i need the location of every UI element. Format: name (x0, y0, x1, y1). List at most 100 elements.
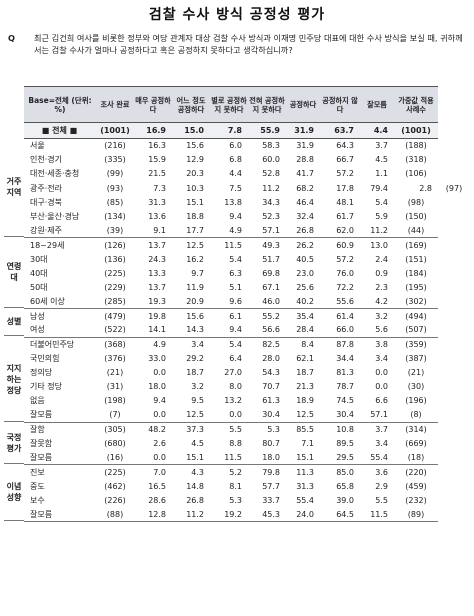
table-cell: (318) (405, 155, 427, 165)
table-cell: 5.3 (267, 425, 280, 435)
table-cell: 33.0 (148, 353, 166, 363)
table-cell: 4.3 (191, 467, 204, 477)
total-cell: 7.8 (210, 122, 248, 139)
table-cell: 24.0 (286, 507, 320, 523)
table-cell: 37.3 (186, 425, 204, 435)
table-cell: 5.9 (375, 212, 388, 222)
table-cell: 60.0 (262, 155, 280, 165)
table-cell: (522) (96, 322, 134, 338)
table-cell: 1.1 (375, 169, 388, 179)
table-cell: (359) (405, 339, 427, 349)
table-cell: (8) (394, 408, 438, 423)
table-cell: (479) (104, 311, 126, 321)
header-cell: Base=전체 (단위: %) (24, 86, 96, 123)
table-cell: (232) (405, 495, 427, 505)
table-cell: (305) (104, 425, 126, 435)
table-cell: (507) (394, 322, 438, 338)
table-cell: (184) (405, 268, 427, 278)
group-label: 이념 성향 (4, 464, 24, 521)
table-cell: 0.0 (210, 408, 248, 423)
table-cell: 55.4 (360, 450, 394, 466)
table-cell: 5.1 (229, 282, 242, 292)
table-cell: 62.1 (296, 353, 314, 363)
table-cell: 11.2 (172, 507, 210, 523)
table-cell: 23.0 (296, 268, 314, 278)
header-row: Base=전체 (단위: %) 조사 완료 매우 공정하다 어느 정도 공정하다… (24, 86, 470, 123)
table-cell: 34.4 (336, 353, 354, 363)
table-cell: (387) (405, 353, 427, 363)
table-cell: (150) (405, 212, 427, 222)
table-cell: 28.0 (262, 353, 280, 363)
table-cell: 15.1 (286, 450, 320, 466)
table-cell: 35.4 (296, 311, 314, 321)
table-cell: 5.3 (229, 495, 242, 505)
table-cell: 3.4 (375, 439, 388, 449)
table-cell: 18.8 (186, 212, 204, 222)
table-cell: 12.5 (286, 408, 320, 423)
table-cell: (285) (96, 294, 134, 310)
table-cell: 4.9 (153, 339, 166, 349)
table-cell: 0.0 (375, 368, 388, 378)
table-cell: 52.8 (262, 169, 280, 179)
header-cell: 전혀 공정하지 못하다 (248, 86, 286, 123)
row-label: 기타 정당 (30, 382, 62, 392)
results-table: Base=전체 (단위: %) 조사 완료 매우 공정하다 어느 정도 공정하다… (24, 86, 470, 523)
table-cell: 9.7 (191, 268, 204, 278)
table-cell: 69.8 (262, 268, 280, 278)
table-cell: 33.7 (262, 495, 280, 505)
table-cell: 57.2 (336, 169, 354, 179)
table-cell: 24.3 (148, 254, 166, 264)
table-cell: 87.8 (336, 339, 354, 349)
table-cell: 11.5 (224, 240, 242, 250)
table-cell: 4.2 (360, 294, 394, 310)
table-row: 남성 (479) 19.8 15.6 6.1 55.2 35.4 61.4 3.2 (494) (24, 309, 470, 323)
table-cell: 13.7 (148, 240, 166, 250)
table-row: 잘모름 (7) 0.0 12.5 0.0 30.4 12.5 30.4 57.1 (8) (24, 408, 470, 423)
table-cell: 18.9 (296, 396, 314, 406)
table-cell: (97) (445, 183, 463, 193)
header-cell: 공정하지 않다 (320, 86, 360, 123)
table-cell: (494) (405, 311, 427, 321)
table-cell: 8.1 (229, 481, 242, 491)
table-cell: 89.5 (336, 439, 354, 449)
total-cell: 16.9 (134, 122, 172, 139)
table-cell: 13.0 (370, 240, 388, 250)
table-cell: 7.0 (153, 467, 166, 477)
group-label: 지지 하는 정당 (4, 337, 24, 422)
table-cell: 16.3 (148, 141, 166, 151)
table-row: 기타 정당 (31) 18.0 3.2 8.0 70.7 21.3 78.7 0.0 (30) (24, 380, 470, 394)
table-cell: 32.4 (296, 212, 314, 222)
row-label: 보수 (30, 495, 45, 505)
table-cell: 6.1 (229, 311, 242, 321)
table-cell: (30) (407, 382, 425, 392)
row-label: 인천·경기 (30, 155, 62, 165)
table-cell: 9.4 (153, 396, 166, 406)
table-cell: (462) (104, 481, 126, 491)
table-cell: 8.4 (301, 339, 314, 349)
table-row: 대전·세종·충청 (99) 21.5 20.3 4.4 52.8 41.7 57.2 1.1 (1… (24, 167, 470, 181)
table-cell: 82.5 (262, 339, 280, 349)
table-cell: 49.3 (262, 240, 280, 250)
table-row: 없음 (198) 9.4 9.5 13.2 61.3 18.9 74.5 6.6 (196) (24, 394, 470, 408)
table-cell: 9.4 (229, 212, 242, 222)
header-cell: 조사 완료 (96, 86, 134, 123)
table-cell: 70.7 (262, 382, 280, 392)
row-label: 잘모름 (24, 507, 96, 523)
table-cell: 45.3 (248, 507, 286, 523)
total-cell: 55.9 (248, 122, 286, 139)
table-row: 여성 (522) 14.1 14.3 9.4 56.6 28.4 66.0 5.6 (507) (24, 322, 470, 338)
table-cell: 16.5 (148, 481, 166, 491)
group-label: 성별 (4, 308, 24, 336)
table-cell: 29.2 (186, 353, 204, 363)
table-cell: 41.7 (296, 169, 314, 179)
table-row: 광주·전라 (93) 7.3 10.3 7.5 11.2 68.2 17.8 79.4 2.8 (9… (24, 181, 470, 195)
table-cell: 20.9 (172, 294, 210, 310)
table-cell: (89) (394, 507, 438, 523)
row-label: 50대 (30, 282, 48, 292)
table-cell: 5.6 (360, 322, 394, 338)
table-cell: (21) (106, 368, 124, 378)
table-cell: 18.7 (186, 368, 204, 378)
table-cell: 19.2 (210, 507, 248, 523)
table-cell: (39) (96, 223, 134, 239)
table-cell: 65.8 (336, 481, 354, 491)
